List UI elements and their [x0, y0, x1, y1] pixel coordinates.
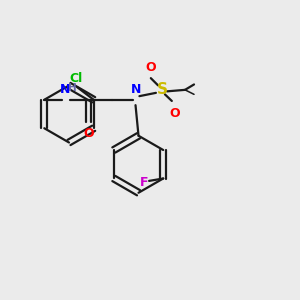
- Text: Cl: Cl: [69, 72, 82, 85]
- Text: O: O: [169, 107, 179, 120]
- Text: F: F: [140, 176, 148, 190]
- Text: N: N: [60, 83, 70, 96]
- Text: H: H: [68, 83, 77, 93]
- Text: S: S: [156, 82, 167, 97]
- Text: O: O: [145, 61, 155, 74]
- Text: N: N: [131, 83, 142, 96]
- Text: O: O: [83, 127, 94, 140]
